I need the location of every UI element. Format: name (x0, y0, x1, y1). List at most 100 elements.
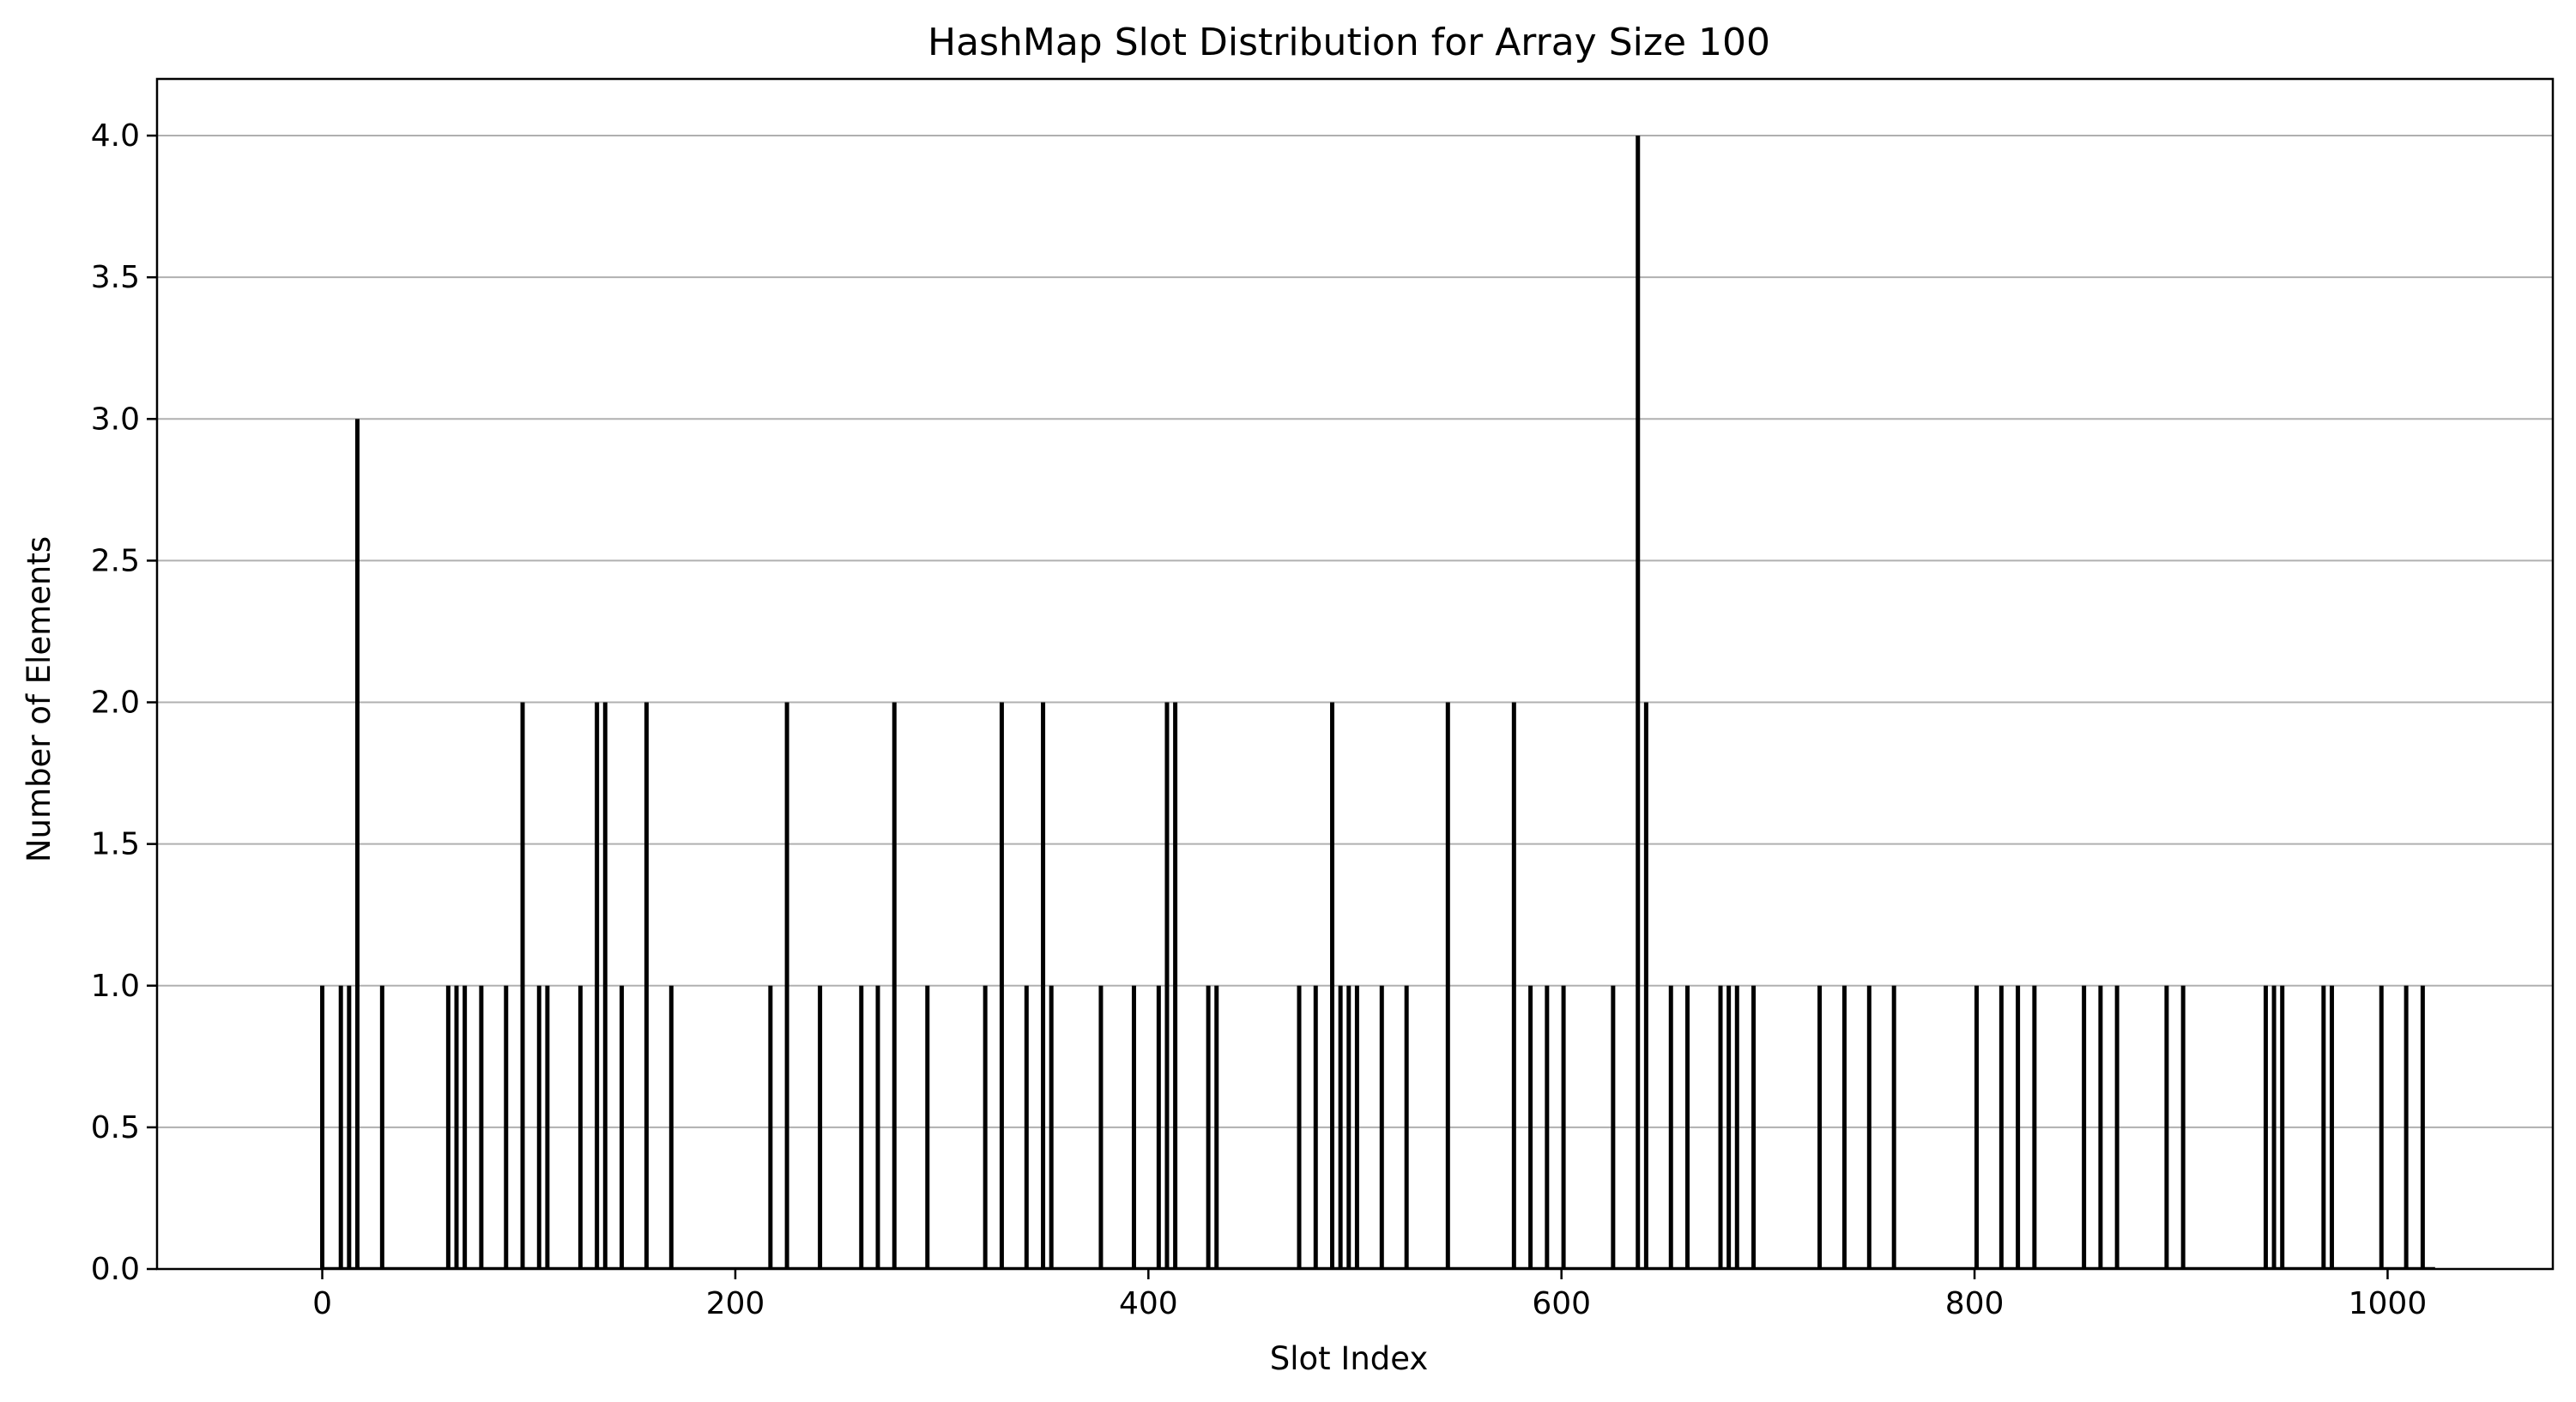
bar (1297, 985, 1302, 1269)
bar (1643, 702, 1648, 1269)
bar (983, 985, 988, 1269)
bar (1974, 985, 1979, 1269)
bar (1214, 985, 1219, 1269)
bar (1404, 985, 1409, 1269)
bar (1636, 136, 1641, 1270)
bar (1354, 985, 1359, 1269)
bar (577, 985, 583, 1269)
bar (536, 985, 541, 1269)
bar (1751, 985, 1757, 1269)
bar (668, 985, 674, 1269)
y-tick-label: 0.5 (91, 1110, 140, 1145)
bar (925, 985, 930, 1269)
x-tick-label: 400 (1119, 1286, 1178, 1321)
bar (1098, 985, 1104, 1269)
y-tick-label: 3.0 (91, 402, 140, 437)
bar (1718, 985, 1723, 1269)
x-axis-ticks: 0 200 400 600 800 1000 (312, 1269, 2427, 1321)
bar (1611, 985, 1616, 1269)
bar (1999, 985, 2004, 1269)
bar (2114, 985, 2119, 1269)
bar (1817, 985, 1823, 1269)
bar (620, 985, 625, 1269)
y-tick-label: 3.5 (91, 260, 140, 295)
bar (347, 985, 352, 1269)
bar (545, 985, 550, 1269)
y-axis-ticks: 0.0 0.5 1.0 1.5 2.0 2.5 3.0 3.5 4.0 (91, 118, 157, 1287)
chart-title: HashMap Slot Distribution for Array Size… (928, 21, 1770, 64)
bar (875, 985, 880, 1269)
bar (1313, 985, 1318, 1269)
bar (1841, 985, 1847, 1269)
bar (379, 985, 384, 1269)
bar (892, 702, 897, 1269)
bar (2263, 985, 2268, 1269)
bar (1164, 702, 1170, 1269)
x-tick-label: 1000 (2349, 1286, 2428, 1321)
bar (768, 985, 773, 1269)
bar (1445, 702, 1450, 1269)
bar (2321, 985, 2326, 1269)
bar (1330, 702, 1335, 1269)
bar (2280, 985, 2285, 1269)
bar (2271, 985, 2277, 1269)
bar (602, 702, 608, 1269)
y-tick-label: 4.0 (91, 118, 140, 154)
y-tick-label: 2.5 (91, 543, 140, 578)
bar (1734, 985, 1739, 1269)
bar (1041, 702, 1046, 1269)
bar (999, 702, 1004, 1269)
y-tick-label: 1.0 (91, 969, 140, 1004)
bar (463, 985, 468, 1269)
bar (338, 985, 343, 1269)
bar (2329, 985, 2334, 1269)
y-tick-label: 0.0 (91, 1252, 140, 1287)
bar (2420, 985, 2425, 1269)
bar (644, 702, 649, 1269)
x-tick-label: 0 (312, 1286, 332, 1321)
bar (595, 702, 600, 1269)
bar (1891, 985, 1896, 1269)
bar (1131, 985, 1136, 1269)
bar (1545, 985, 1550, 1269)
bar (1511, 702, 1516, 1269)
bar (1668, 985, 1673, 1269)
y-axis-label: Number of Elements (21, 536, 57, 862)
bar (2404, 985, 2409, 1269)
bar (520, 702, 525, 1269)
bar (2016, 985, 2021, 1269)
bar (1561, 985, 1566, 1269)
x-tick-label: 600 (1532, 1286, 1591, 1321)
bar (2082, 985, 2087, 1269)
bar (1173, 702, 1178, 1269)
bar (1156, 985, 1161, 1269)
x-axis-label: Slot Index (1270, 1340, 1429, 1377)
bar (1049, 985, 1054, 1269)
bar (1338, 985, 1343, 1269)
bar (859, 985, 864, 1269)
y-tick-label: 2.0 (91, 686, 140, 721)
bar (1379, 985, 1384, 1269)
bar (354, 419, 360, 1269)
bar (1685, 985, 1690, 1269)
bar (818, 985, 823, 1269)
bar (784, 702, 789, 1269)
bar (2098, 985, 2103, 1269)
bar (1528, 985, 1533, 1269)
bars (320, 136, 2425, 1270)
bar (1346, 985, 1351, 1269)
bar (479, 985, 484, 1269)
bar (1206, 985, 1211, 1269)
bar (2180, 985, 2186, 1269)
x-tick-label: 800 (1945, 1286, 2005, 1321)
plot-area-frame (155, 77, 2555, 1271)
x-tick-label: 200 (706, 1286, 765, 1321)
bar (445, 985, 450, 1269)
bar (2164, 985, 2169, 1269)
bar (1726, 985, 1732, 1269)
bar (2379, 985, 2384, 1269)
bar (504, 985, 509, 1269)
bar (2032, 985, 2037, 1269)
